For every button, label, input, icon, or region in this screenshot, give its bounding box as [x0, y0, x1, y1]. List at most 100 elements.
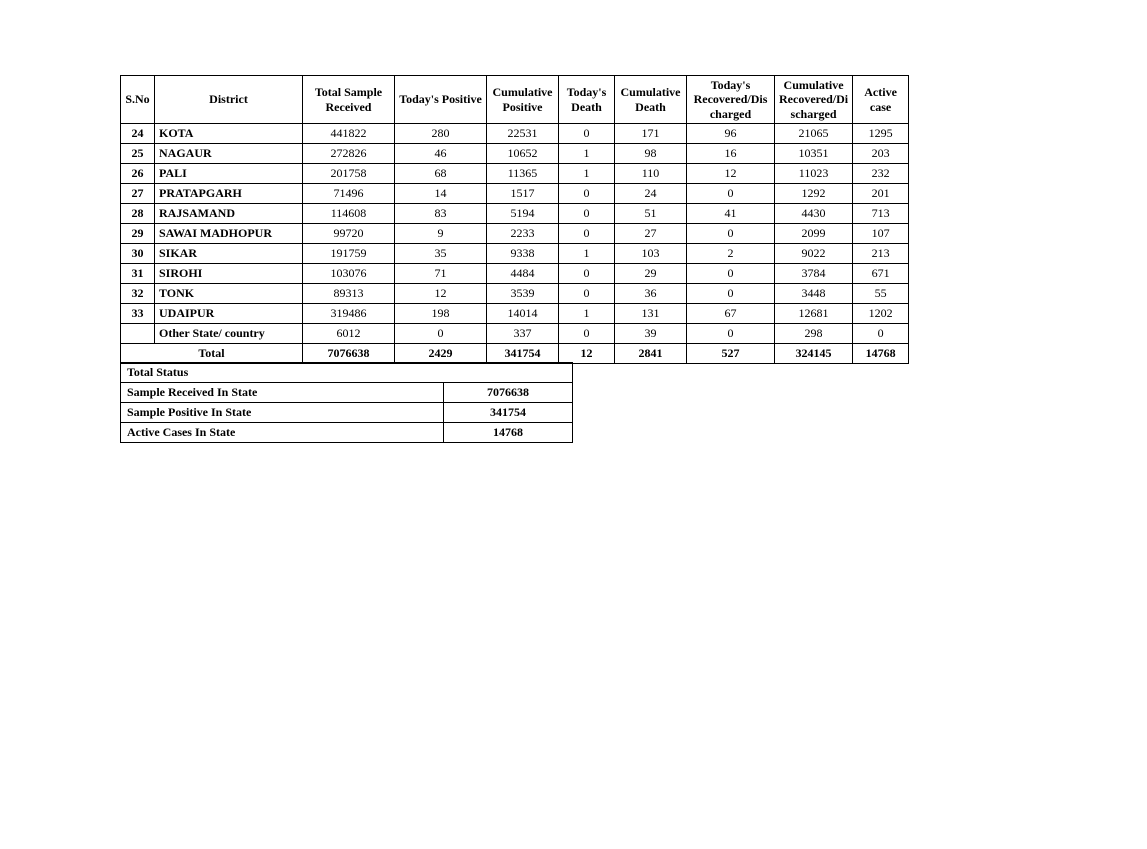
status-row: Active Cases In State 14768	[121, 423, 573, 443]
cell-total-sample: 103076	[303, 264, 395, 284]
cell-active-case: 713	[853, 204, 909, 224]
cell-cumulative-recovered: 11023	[775, 164, 853, 184]
cell-district: PALI	[155, 164, 303, 184]
header-active-case: Active case	[853, 76, 909, 124]
table-row: 30SIKAR191759359338110329022213	[121, 244, 909, 264]
cell-district: NAGAUR	[155, 144, 303, 164]
cell-total-sample: 7076638	[303, 344, 395, 364]
cell-cumulative-recovered: 2099	[775, 224, 853, 244]
cell-todays-recovered: 96	[687, 124, 775, 144]
cell-todays-positive: 68	[395, 164, 487, 184]
cell-todays-death: 0	[559, 184, 615, 204]
cell-active-case: 1295	[853, 124, 909, 144]
status-label: Sample Received In State	[121, 383, 444, 403]
status-row: Sample Positive In State 341754	[121, 403, 573, 423]
cell-district: Other State/ country	[155, 324, 303, 344]
cell-cumulative-death: 51	[615, 204, 687, 224]
cell-cumulative-death: 131	[615, 304, 687, 324]
cell-sno: 25	[121, 144, 155, 164]
cell-cumulative-recovered: 9022	[775, 244, 853, 264]
cell-sno	[121, 324, 155, 344]
cell-todays-death: 1	[559, 244, 615, 264]
cell-total-sample: 441822	[303, 124, 395, 144]
cell-district: UDAIPUR	[155, 304, 303, 324]
header-todays-recovered: Today's Recovered/Dis charged	[687, 76, 775, 124]
table-row: 27PRATAPGARH7149614151702401292201	[121, 184, 909, 204]
header-district: District	[155, 76, 303, 124]
cell-todays-death: 0	[559, 124, 615, 144]
cell-district: KOTA	[155, 124, 303, 144]
cell-active-case: 671	[853, 264, 909, 284]
cell-district: SIROHI	[155, 264, 303, 284]
cell-todays-death: 0	[559, 324, 615, 344]
cell-todays-recovered: 12	[687, 164, 775, 184]
cell-cumulative-death: 39	[615, 324, 687, 344]
header-total-sample: Total Sample Received	[303, 76, 395, 124]
cell-cumulative-recovered: 3784	[775, 264, 853, 284]
cell-cumulative-positive: 4484	[487, 264, 559, 284]
cell-todays-recovered: 0	[687, 284, 775, 304]
cell-sno: 28	[121, 204, 155, 224]
table-row: 31SIROHI10307671448402903784671	[121, 264, 909, 284]
status-value: 7076638	[444, 383, 573, 403]
table-row: 32TONK893131235390360344855	[121, 284, 909, 304]
cell-total-sample: 319486	[303, 304, 395, 324]
table-row: Other State/ country6012033703902980	[121, 324, 909, 344]
cell-active-case: 1202	[853, 304, 909, 324]
cell-sno: 29	[121, 224, 155, 244]
cell-total-sample: 6012	[303, 324, 395, 344]
table-row: 26PALI201758681136511101211023232	[121, 164, 909, 184]
cell-cumulative-death: 103	[615, 244, 687, 264]
cell-todays-positive: 46	[395, 144, 487, 164]
cell-todays-recovered: 0	[687, 264, 775, 284]
status-value: 341754	[444, 403, 573, 423]
cell-cumulative-recovered: 298	[775, 324, 853, 344]
cell-todays-death: 0	[559, 284, 615, 304]
cell-cumulative-recovered: 21065	[775, 124, 853, 144]
cell-todays-death: 1	[559, 164, 615, 184]
cell-total-sample: 191759	[303, 244, 395, 264]
cell-cumulative-death: 171	[615, 124, 687, 144]
cell-todays-recovered: 2	[687, 244, 775, 264]
cell-todays-positive: 71	[395, 264, 487, 284]
cell-district: SIKAR	[155, 244, 303, 264]
cell-todays-positive: 14	[395, 184, 487, 204]
cell-todays-recovered: 527	[687, 344, 775, 364]
cell-todays-recovered: 0	[687, 184, 775, 204]
district-data-table: S.No District Total Sample Received Toda…	[120, 75, 909, 364]
status-title-row: Total Status	[121, 363, 573, 383]
cell-sno: 31	[121, 264, 155, 284]
cell-todays-death: 12	[559, 344, 615, 364]
cell-todays-recovered: 67	[687, 304, 775, 324]
cell-sno: 26	[121, 164, 155, 184]
header-cumulative-death: Cumulative Death	[615, 76, 687, 124]
cell-todays-recovered: 0	[687, 324, 775, 344]
table-row: 25NAGAUR27282646106521981610351203	[121, 144, 909, 164]
status-value: 14768	[444, 423, 573, 443]
cell-cumulative-death: 29	[615, 264, 687, 284]
cell-cumulative-positive: 5194	[487, 204, 559, 224]
header-sno: S.No	[121, 76, 155, 124]
cell-cumulative-death: 110	[615, 164, 687, 184]
cell-sno: 33	[121, 304, 155, 324]
cell-district: PRATAPGARH	[155, 184, 303, 204]
cell-todays-positive: 198	[395, 304, 487, 324]
cell-cumulative-positive: 11365	[487, 164, 559, 184]
cell-cumulative-positive: 3539	[487, 284, 559, 304]
table-row: 24KOTA44182228022531017196210651295	[121, 124, 909, 144]
cell-todays-recovered: 0	[687, 224, 775, 244]
cell-cumulative-recovered: 324145	[775, 344, 853, 364]
cell-total-sample: 71496	[303, 184, 395, 204]
cell-cumulative-death: 27	[615, 224, 687, 244]
cell-cumulative-positive: 9338	[487, 244, 559, 264]
status-title: Total Status	[121, 363, 573, 383]
cell-cumulative-death: 2841	[615, 344, 687, 364]
cell-todays-death: 0	[559, 204, 615, 224]
table-row: 29SAWAI MADHOPUR997209223302702099107	[121, 224, 909, 244]
header-cumulative-recovered: Cumulative Recovered/Di scharged	[775, 76, 853, 124]
cell-cumulative-positive: 10652	[487, 144, 559, 164]
cell-todays-positive: 2429	[395, 344, 487, 364]
cell-cumulative-death: 36	[615, 284, 687, 304]
cell-cumulative-positive: 337	[487, 324, 559, 344]
cell-cumulative-recovered: 12681	[775, 304, 853, 324]
